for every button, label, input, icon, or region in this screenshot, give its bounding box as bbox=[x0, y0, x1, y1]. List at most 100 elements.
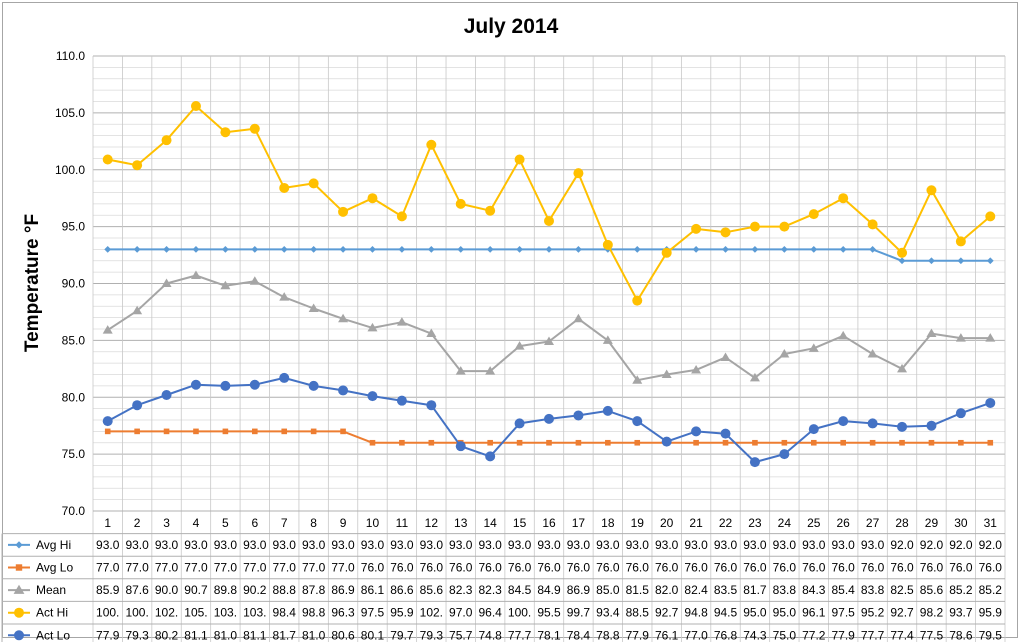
table-cell: 76.0 bbox=[802, 561, 826, 575]
data-point bbox=[369, 439, 376, 446]
table-cell: 92.0 bbox=[920, 538, 944, 552]
table-cell: 100. bbox=[508, 606, 531, 620]
data-point bbox=[691, 426, 702, 437]
y-axis-label: Temperature °F bbox=[22, 214, 43, 352]
data-point bbox=[514, 341, 525, 350]
y-axis-ticks: 70.0 75.0 80.0 85.0 90.0 95.0 100.0 105.0 110.0 bbox=[55, 49, 85, 518]
table-cell: 77.7 bbox=[508, 628, 532, 642]
table-cell: 81.1 bbox=[184, 628, 208, 642]
x-tick-label: 8 bbox=[310, 516, 317, 530]
data-point bbox=[602, 239, 613, 250]
table-cell: 85.0 bbox=[596, 583, 620, 597]
table-cell: 97.5 bbox=[832, 606, 856, 620]
x-tick-label: 28 bbox=[895, 516, 909, 530]
x-tick-label: 18 bbox=[601, 516, 615, 530]
table-cell: 93.0 bbox=[243, 538, 267, 552]
table-cell: 79.7 bbox=[390, 628, 414, 642]
data-point bbox=[338, 206, 349, 217]
data-point bbox=[955, 333, 966, 342]
legend-key-marker bbox=[15, 564, 23, 571]
table-cell: 93.0 bbox=[714, 538, 738, 552]
table-cell: 85.6 bbox=[920, 583, 944, 597]
table-cell: 80.2 bbox=[155, 628, 179, 642]
data-point bbox=[339, 245, 347, 253]
table-cell: 92.0 bbox=[890, 538, 914, 552]
data-point bbox=[340, 428, 346, 435]
table-cell: 75.7 bbox=[449, 628, 473, 642]
table-cell: 98.4 bbox=[273, 606, 297, 620]
table-cell: 77.0 bbox=[302, 561, 326, 575]
x-tick-label: 29 bbox=[925, 516, 939, 530]
table-cell: 77.9 bbox=[96, 628, 120, 642]
data-point bbox=[575, 439, 582, 446]
table-cell: 93.0 bbox=[273, 538, 297, 552]
table-cell: 78.4 bbox=[567, 628, 591, 642]
data-point bbox=[779, 449, 790, 460]
data-point bbox=[632, 416, 643, 427]
table-cell: 76.0 bbox=[537, 561, 561, 575]
data-point bbox=[985, 397, 996, 408]
table-cell: 77.0 bbox=[684, 628, 708, 642]
x-tick-label: 5 bbox=[222, 516, 229, 530]
x-tick-label: 23 bbox=[748, 516, 762, 530]
data-point bbox=[955, 408, 966, 419]
data-point bbox=[752, 439, 758, 446]
table-cell: 85.2 bbox=[979, 583, 1003, 597]
data-point bbox=[399, 439, 405, 446]
data-point bbox=[428, 439, 435, 446]
data-point bbox=[661, 247, 672, 258]
data-point bbox=[839, 245, 847, 253]
data-point bbox=[310, 428, 317, 435]
table-cell: 93.0 bbox=[773, 538, 797, 552]
data-point bbox=[779, 349, 790, 358]
table-cell: 75.0 bbox=[773, 628, 797, 642]
table-cell: 97.5 bbox=[361, 606, 385, 620]
data-point bbox=[546, 439, 552, 446]
table-cell: 76.0 bbox=[920, 561, 944, 575]
table-cell: 78.1 bbox=[537, 628, 561, 642]
data-point bbox=[632, 375, 643, 384]
x-tick-label: 1 bbox=[104, 516, 111, 530]
table-cell: 86.9 bbox=[331, 583, 355, 597]
table-cell: 76.0 bbox=[684, 561, 708, 575]
table-cell: 93.0 bbox=[184, 538, 208, 552]
data-point bbox=[602, 405, 613, 416]
table-cell: 96.3 bbox=[331, 606, 355, 620]
table-cell: 93.0 bbox=[96, 538, 120, 552]
data-point bbox=[190, 379, 201, 390]
x-tick-label: 12 bbox=[425, 516, 439, 530]
table-cell: 85.9 bbox=[96, 583, 120, 597]
table-cell: 96.4 bbox=[478, 606, 502, 620]
data-point bbox=[396, 317, 407, 326]
data-point bbox=[751, 245, 759, 253]
table-cell: 96.1 bbox=[802, 606, 826, 620]
table-cell: 93.0 bbox=[684, 538, 708, 552]
data-point bbox=[367, 193, 378, 204]
table-cell: 93.0 bbox=[449, 538, 473, 552]
data-point bbox=[838, 193, 849, 204]
data-point bbox=[897, 421, 908, 432]
data-point bbox=[808, 343, 819, 352]
data-point bbox=[455, 441, 466, 452]
data-point bbox=[279, 292, 290, 301]
data-point bbox=[869, 245, 877, 253]
y-tick-label: 95.0 bbox=[62, 220, 86, 234]
table-cell: 92.0 bbox=[949, 538, 973, 552]
data-point bbox=[485, 366, 496, 375]
series-group bbox=[102, 101, 996, 468]
data-point bbox=[249, 276, 260, 285]
data-point bbox=[928, 257, 935, 265]
table-cell: 88.5 bbox=[626, 606, 650, 620]
legend-key-marker bbox=[14, 630, 24, 641]
data-point bbox=[222, 428, 229, 435]
x-tick-label: 11 bbox=[396, 516, 409, 530]
data-point bbox=[161, 135, 172, 146]
table-cell: 77.0 bbox=[243, 561, 267, 575]
table-cell: 92.0 bbox=[979, 538, 1003, 552]
y-tick-label: 90.0 bbox=[62, 277, 86, 291]
data-point bbox=[367, 322, 378, 332]
x-tick-label: 14 bbox=[483, 516, 497, 530]
data-point bbox=[279, 182, 290, 193]
table-cell: 77.5 bbox=[920, 628, 944, 642]
